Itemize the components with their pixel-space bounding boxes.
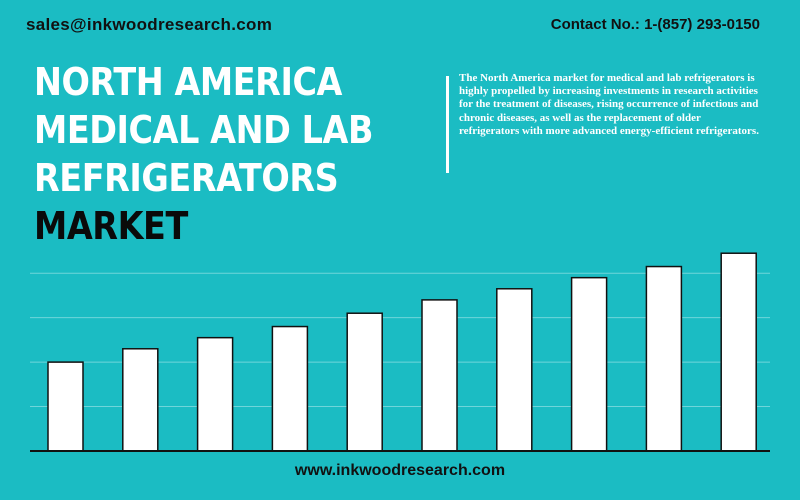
website-link[interactable]: www.inkwoodresearch.com xyxy=(294,462,506,479)
email-address[interactable]: sales@inkwoodresearch.com xyxy=(26,15,273,34)
chart-bar xyxy=(271,325,309,452)
chart-bar xyxy=(346,312,383,452)
page-title: NORTH AMERICA MEDICAL AND LAB REFRIGERAT… xyxy=(34,58,373,250)
market-description: The North America market for medical and… xyxy=(459,72,759,137)
chart-bar xyxy=(421,299,458,452)
chart-bar xyxy=(496,288,533,452)
title-line: NORTH AMERICA xyxy=(34,60,342,104)
chart-bar xyxy=(570,276,608,452)
chart-bar xyxy=(122,348,159,452)
chart-bar xyxy=(196,336,234,452)
title-line: REFRIGERATORS xyxy=(34,156,339,200)
chart-bar xyxy=(645,265,683,452)
title-line-market: MARKET xyxy=(34,204,188,248)
chart-bar xyxy=(720,252,757,452)
description-accent-bar xyxy=(446,76,449,173)
title-line: MEDICAL AND LAB xyxy=(34,108,374,152)
contact-number: Contact No.: 1-(857) 293-0150 xyxy=(550,16,760,33)
chart-bar xyxy=(47,361,84,452)
